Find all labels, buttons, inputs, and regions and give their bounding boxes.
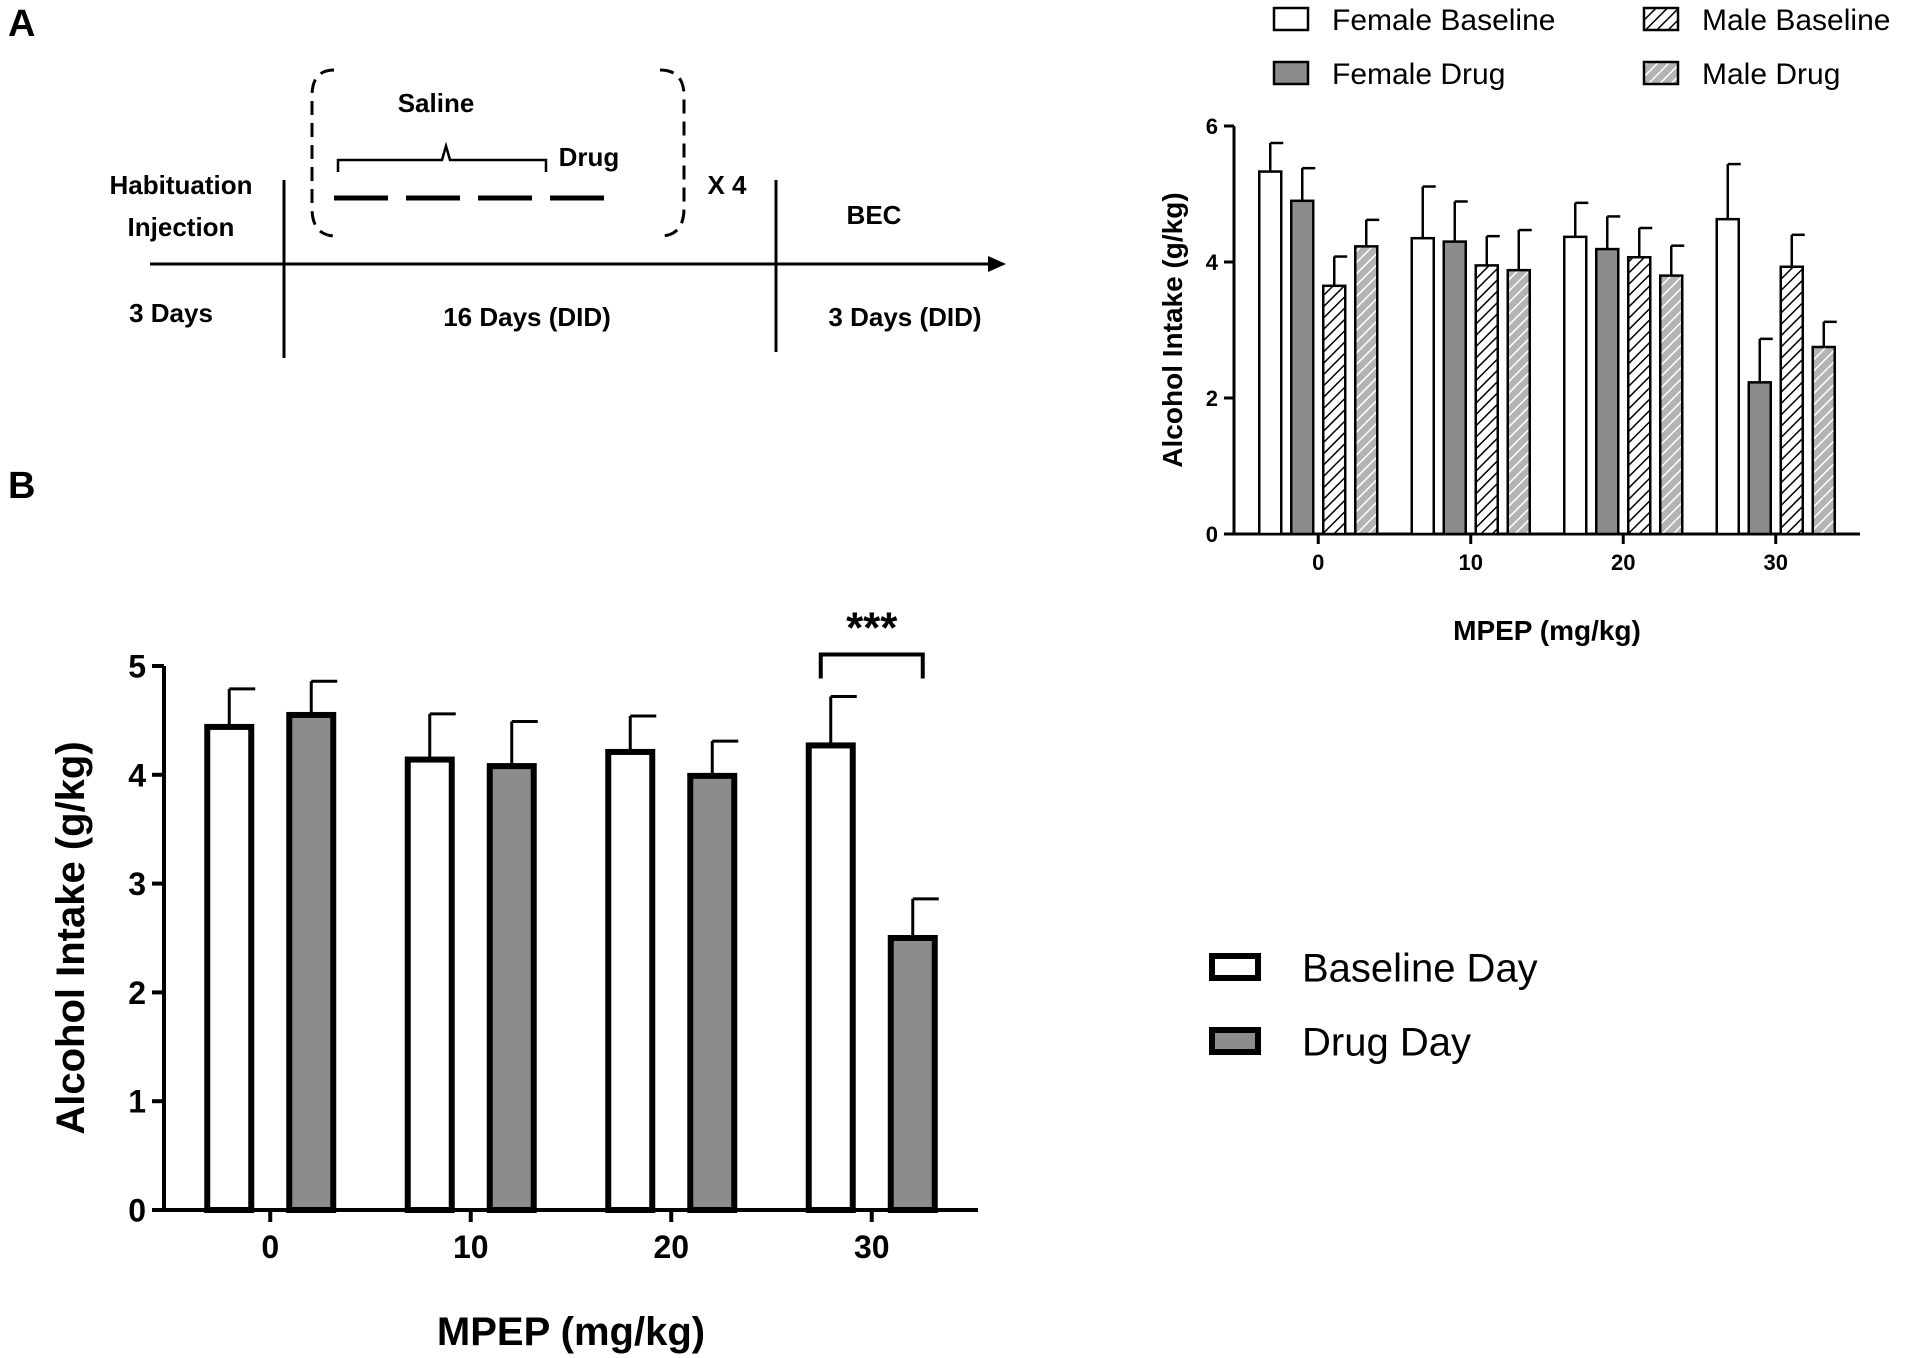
bar-female-baseline-0 bbox=[1258, 170, 1283, 536]
bec-days: 3 Days (DID) bbox=[828, 302, 981, 332]
panel-b-label: B bbox=[8, 465, 35, 507]
legend-label-baseline-day: Baseline Day bbox=[1302, 946, 1538, 990]
y-tick-label: 3 bbox=[128, 866, 146, 902]
sex-split-chart: 0 2 4 6 Alcohol Intake (g/kg) 0 10 20 30 MPEP (mg… bbox=[1157, 4, 1890, 646]
bar-female-baseline-20 bbox=[1563, 235, 1588, 536]
x-tick-label: 30 bbox=[1764, 550, 1788, 575]
repeat-label: X 4 bbox=[707, 170, 747, 200]
bar-female-drug-30 bbox=[1747, 381, 1772, 536]
habituation-label-2: Injection bbox=[128, 212, 235, 242]
bar-male-drug-0 bbox=[1354, 245, 1379, 536]
legend-swatch-female-baseline bbox=[1272, 6, 1310, 32]
timeline-arrowhead bbox=[988, 256, 1006, 272]
bar-female-drug-10 bbox=[1442, 240, 1467, 536]
bar-male-baseline-30 bbox=[1779, 265, 1804, 536]
y-axis-label: Alcohol Intake (g/kg) bbox=[1157, 192, 1188, 467]
y-tick-label: 4 bbox=[128, 757, 146, 793]
bar-male-drug-30 bbox=[1811, 345, 1836, 536]
habituation-days: 3 Days bbox=[129, 298, 213, 328]
y-axis-label: Alcohol Intake (g/kg) bbox=[49, 741, 93, 1134]
saline-brace bbox=[336, 141, 548, 172]
x-tick-label: 10 bbox=[453, 1229, 489, 1265]
x-tick-label: 20 bbox=[653, 1229, 689, 1265]
bar-drug-day-10 bbox=[486, 763, 537, 1213]
bar-male-baseline-10 bbox=[1474, 264, 1499, 536]
y-tick-label: 2 bbox=[128, 975, 146, 1011]
y-tick-label: 5 bbox=[128, 649, 146, 685]
did-days: 16 Days (DID) bbox=[443, 302, 611, 332]
legend-swatch-female-drug bbox=[1272, 60, 1310, 86]
legend-label-female-drug: Female Drug bbox=[1332, 58, 1505, 91]
repeat-bracket-right bbox=[659, 68, 686, 238]
x-tick-label: 0 bbox=[261, 1229, 279, 1265]
bar-male-drug-10 bbox=[1506, 268, 1531, 536]
legend-swatch-male-baseline bbox=[1642, 6, 1680, 32]
bar-male-drug-20 bbox=[1659, 274, 1684, 536]
x-tick-label: 30 bbox=[854, 1229, 890, 1265]
habituation-label-1: Habituation bbox=[110, 170, 253, 200]
panel-a-label: A bbox=[8, 3, 35, 45]
bar-baseline-day-20 bbox=[605, 748, 656, 1214]
y-tick-label: 6 bbox=[1206, 114, 1218, 139]
y-tick-label: 2 bbox=[1206, 386, 1218, 411]
bar-male-baseline-20 bbox=[1627, 255, 1652, 536]
saline-label: Saline bbox=[398, 88, 475, 118]
legend-swatch-drug-day bbox=[1209, 1027, 1261, 1055]
x-axis-label: MPEP (mg/kg) bbox=[437, 1310, 705, 1354]
bar-female-drug-20 bbox=[1595, 247, 1620, 536]
legend-label-male-drug: Male Drug bbox=[1702, 58, 1840, 91]
bar-drug-day-0 bbox=[286, 711, 337, 1214]
bar-baseline-day-0 bbox=[204, 723, 255, 1213]
bar-female-baseline-30 bbox=[1715, 217, 1740, 536]
significance-bracket bbox=[818, 652, 925, 679]
bec-label: BEC bbox=[847, 200, 902, 230]
bar-female-baseline-10 bbox=[1410, 236, 1435, 536]
bar-female-drug-0 bbox=[1290, 199, 1315, 536]
legend-swatch-male-drug bbox=[1642, 60, 1680, 86]
legend-swatch-baseline-day bbox=[1209, 953, 1261, 981]
x-tick-label: 0 bbox=[1312, 550, 1324, 575]
x-axis-label: MPEP (mg/kg) bbox=[1453, 615, 1641, 646]
repeat-bracket-left bbox=[310, 68, 337, 238]
x-tick-label: 10 bbox=[1459, 550, 1483, 575]
drug-label: Drug bbox=[559, 142, 620, 172]
bar-baseline-day-10 bbox=[404, 756, 455, 1213]
y-tick-label: 0 bbox=[1206, 522, 1218, 547]
bar-baseline-day-30 bbox=[805, 742, 856, 1213]
bar-drug-day-20 bbox=[687, 772, 738, 1213]
legend-label-female-baseline: Female Baseline bbox=[1332, 4, 1555, 37]
significance-stars: *** bbox=[846, 603, 898, 652]
panel-a-timeline: A Habituation Injection 3 Days Saline Dr… bbox=[8, 3, 1006, 358]
y-tick-label: 1 bbox=[128, 1084, 146, 1120]
bar-drug-day-30 bbox=[887, 935, 938, 1213]
y-tick-label: 4 bbox=[1206, 250, 1219, 275]
y-tick-label: 0 bbox=[128, 1193, 146, 1229]
legend-label-drug-day: Drug Day bbox=[1302, 1020, 1471, 1064]
combined-chart: 0 1 2 3 4 5 Alcohol Intake (g/kg) 0 10 20 30 MPEP (… bbox=[49, 603, 1538, 1354]
x-tick-label: 20 bbox=[1611, 550, 1635, 575]
bar-male-baseline-0 bbox=[1322, 284, 1347, 536]
legend-label-male-baseline: Male Baseline bbox=[1702, 4, 1890, 37]
